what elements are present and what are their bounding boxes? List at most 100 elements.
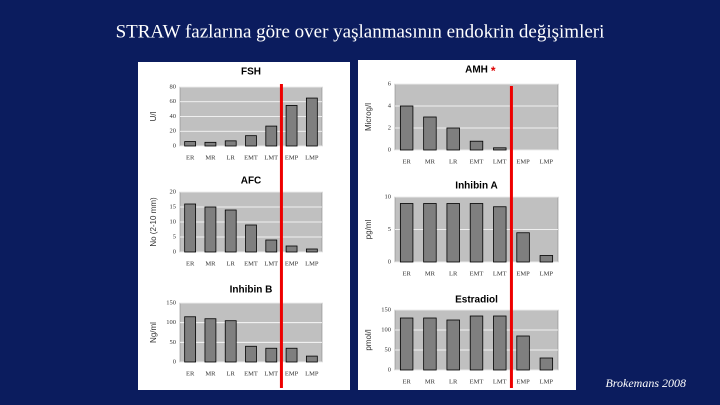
bar (224, 140, 237, 147)
bar (184, 316, 197, 363)
x-tick-label: LR (227, 260, 236, 267)
bar (493, 147, 507, 151)
y-tick-label: 10 (170, 218, 177, 225)
bar (446, 127, 460, 151)
y-tick-label: 5 (173, 233, 176, 240)
x-tick-label: LR (449, 270, 458, 277)
y-tick-label: 10 (385, 193, 392, 200)
bar (446, 319, 460, 371)
bar (245, 135, 257, 147)
x-tick-label: LMP (305, 154, 319, 161)
x-tick-label: LMP (540, 270, 554, 277)
x-tick-label: LMP (540, 158, 554, 165)
y-tick-label: 2 (388, 124, 391, 131)
bar (539, 357, 554, 371)
bar (204, 141, 217, 147)
x-tick-label: EMT (244, 370, 258, 377)
bar (305, 97, 318, 147)
x-tick-label: MR (205, 260, 216, 267)
y-tick-label: 50 (385, 346, 392, 353)
x-tick-label: EMP (285, 154, 299, 161)
chart-title: AFC (241, 176, 262, 187)
x-tick-label: EMT (244, 154, 258, 161)
plot-area (394, 83, 559, 151)
y-tick-label: 50 (170, 339, 177, 346)
bar (245, 224, 257, 253)
bar (285, 245, 298, 253)
y-tick-label: 80 (170, 83, 177, 90)
x-tick-label: ER (186, 154, 195, 161)
y-axis-label: U/l (149, 111, 158, 121)
bar (265, 347, 278, 363)
slide-title: STRAW fazlarına göre over yaşlanmasının … (116, 21, 605, 42)
bar (423, 317, 437, 371)
x-tick-label: LMP (305, 260, 319, 267)
bar (399, 317, 414, 371)
x-tick-label: ER (402, 270, 411, 277)
x-tick-label: LMT (264, 370, 278, 377)
bar (493, 206, 507, 263)
y-tick-label: 20 (170, 188, 177, 195)
y-tick-label: 4 (388, 102, 392, 109)
y-tick-label: 0 (173, 248, 176, 255)
chart-title: Inhibin B (230, 285, 273, 296)
y-tick-label: 15 (170, 203, 177, 210)
y-tick-label: 60 (170, 98, 177, 105)
x-tick-label: EMT (470, 158, 484, 165)
x-tick-label: MR (425, 270, 436, 277)
x-tick-label: EMP (285, 260, 299, 267)
bar (399, 203, 414, 263)
y-axis-label: pmol/l (364, 329, 373, 351)
x-tick-label: LR (227, 154, 236, 161)
x-tick-label: EMT (470, 270, 484, 277)
x-tick-label: EMT (244, 260, 258, 267)
bar (285, 105, 298, 147)
bar (399, 105, 414, 151)
y-tick-label: 150 (166, 299, 176, 306)
y-axis-label: Microg/l (364, 103, 373, 131)
bar (204, 206, 217, 253)
x-tick-label: LMT (493, 378, 507, 385)
x-tick-label: LR (449, 378, 458, 385)
x-tick-label: LR (449, 158, 458, 165)
x-tick-label: LMT (493, 158, 507, 165)
annotation: * (491, 64, 496, 78)
bar (469, 203, 484, 263)
bar (539, 255, 554, 263)
bar (245, 345, 257, 363)
bar (516, 232, 530, 263)
y-tick-label: 0 (388, 366, 391, 373)
bar (305, 355, 318, 363)
bar (204, 318, 217, 363)
y-tick-label: 0 (173, 358, 176, 365)
chart-title: FSH (241, 67, 261, 78)
bar (469, 140, 484, 151)
x-tick-label: LMP (305, 370, 319, 377)
bar (446, 203, 460, 263)
bar (285, 347, 298, 363)
y-axis-label: No (2-10 mm) (149, 197, 158, 247)
x-tick-label: MR (425, 378, 436, 385)
x-tick-label: LMT (264, 260, 278, 267)
y-tick-label: 5 (388, 226, 391, 233)
x-tick-label: EMT (470, 378, 484, 385)
y-tick-label: 0 (388, 146, 391, 153)
y-axis-label: Ng/ml (149, 322, 158, 343)
x-tick-label: MR (205, 370, 216, 377)
y-tick-label: 6 (388, 80, 392, 87)
chart-title: Inhibin A (455, 181, 497, 192)
source: Brokemans 2008 (605, 376, 686, 390)
y-tick-label: 0 (388, 258, 391, 265)
bar (469, 315, 484, 371)
chart-title: Estradiol (455, 295, 498, 306)
y-tick-label: 40 (170, 113, 177, 120)
y-tick-label: 100 (381, 326, 391, 333)
x-tick-label: LMT (264, 154, 278, 161)
chart-title: AMH (465, 65, 488, 76)
bar (265, 125, 278, 147)
bar (265, 239, 278, 253)
x-tick-label: EMP (516, 270, 530, 277)
x-tick-label: EMP (285, 370, 299, 377)
x-tick-label: LMT (493, 270, 507, 277)
y-tick-label: 0 (173, 142, 176, 149)
